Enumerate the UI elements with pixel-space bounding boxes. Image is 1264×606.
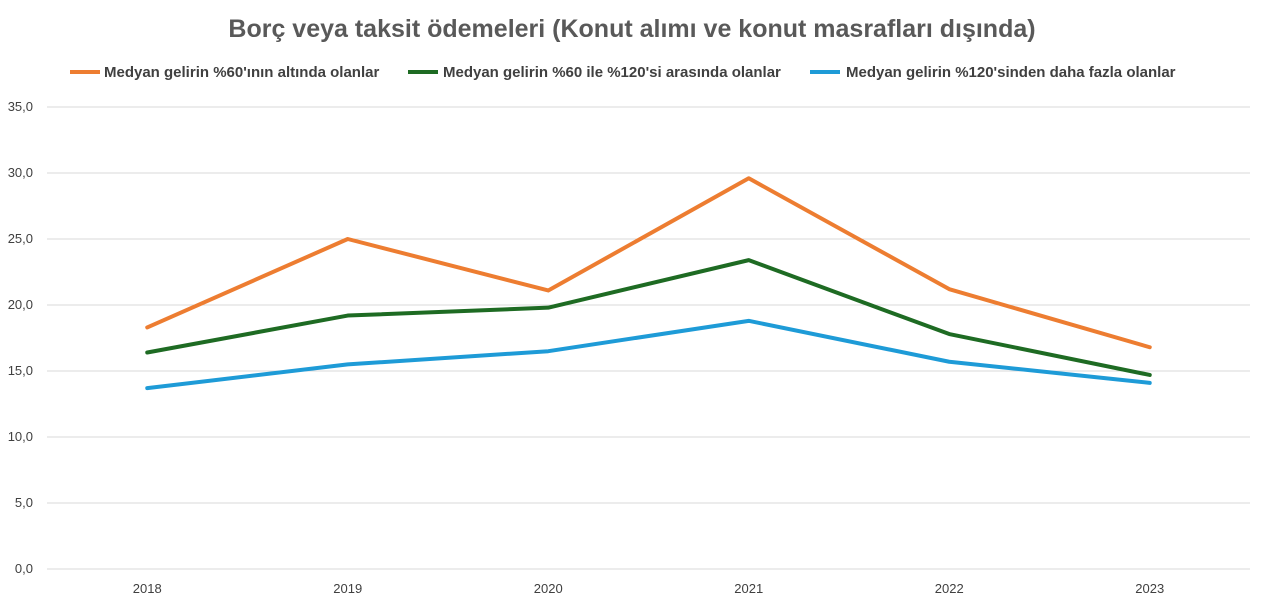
- y-tick-label: 0,0: [15, 561, 33, 576]
- y-axis-ticks: 0,0 5,0 10,0 15,0 20,0 25,0 30,0 35,0: [8, 99, 33, 576]
- y-tick-label: 25,0: [8, 231, 33, 246]
- y-tick-label: 10,0: [8, 429, 33, 444]
- series-line-2: [145, 258, 1152, 377]
- x-tick-label: 2018: [133, 581, 162, 596]
- legend-label-series-1: Medyan gelirin %60'ının altında olanlar: [104, 64, 379, 81]
- series-lines: [145, 176, 1152, 391]
- y-tick-label: 15,0: [8, 363, 33, 378]
- series-line-1: [145, 176, 1152, 350]
- x-tick-label: 2022: [935, 581, 964, 596]
- legend-label-series-2: Medyan gelirin %60 ile %120'si arasında …: [443, 64, 781, 81]
- y-tick-label: 35,0: [8, 99, 33, 114]
- gridlines: [47, 106, 1250, 570]
- y-tick-label: 5,0: [15, 495, 33, 510]
- x-tick-label: 2019: [333, 581, 362, 596]
- legend-label-series-3: Medyan gelirin %120'sinden daha fazla ol…: [846, 64, 1176, 81]
- legend: Medyan gelirin %60'ının altında olanlar …: [70, 64, 1176, 81]
- y-tick-label: 30,0: [8, 165, 33, 180]
- chart-title: Borç veya taksit ödemeleri (Konut alımı …: [228, 15, 1035, 43]
- x-tick-label: 2020: [534, 581, 563, 596]
- y-tick-label: 20,0: [8, 297, 33, 312]
- x-tick-label: 2023: [1135, 581, 1164, 596]
- series-line-3: [145, 318, 1152, 391]
- x-axis-ticks: 2018 2019 2020 2021 2022 2023: [133, 581, 1164, 596]
- x-tick-label: 2021: [734, 581, 763, 596]
